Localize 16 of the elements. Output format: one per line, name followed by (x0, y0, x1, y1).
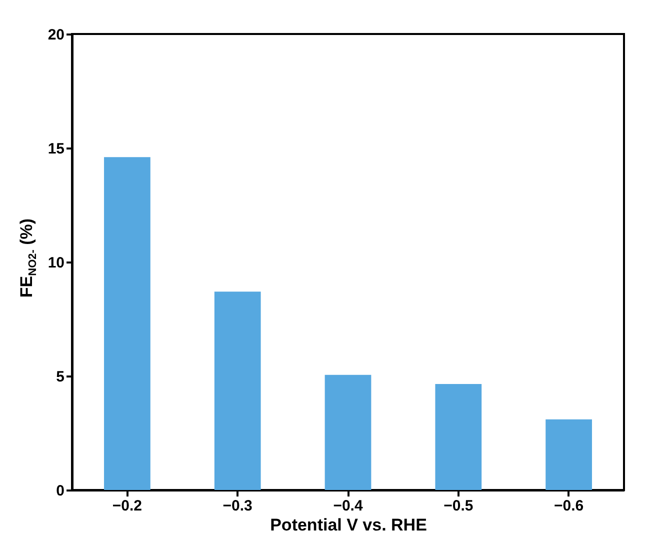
x-tick-label: −0.2 (112, 498, 142, 514)
x-axis-title: Potential V vs. RHE (270, 516, 427, 534)
bar (214, 292, 261, 490)
x-tick-label: −0.4 (333, 498, 364, 514)
bar (435, 384, 482, 490)
x-tick-label: −0.6 (554, 498, 584, 514)
x-tick-label: −0.3 (222, 498, 252, 514)
x-tick-label: −0.5 (444, 498, 474, 514)
y-tick-label: 5 (56, 368, 64, 386)
y-tick-label: 0 (56, 482, 64, 500)
bar (104, 157, 150, 490)
bar (546, 419, 592, 490)
y-tick-label: 10 (48, 254, 64, 272)
bar (324, 374, 372, 490)
y-tick-label: 15 (48, 140, 64, 158)
y-tick-label: 20 (48, 26, 64, 44)
